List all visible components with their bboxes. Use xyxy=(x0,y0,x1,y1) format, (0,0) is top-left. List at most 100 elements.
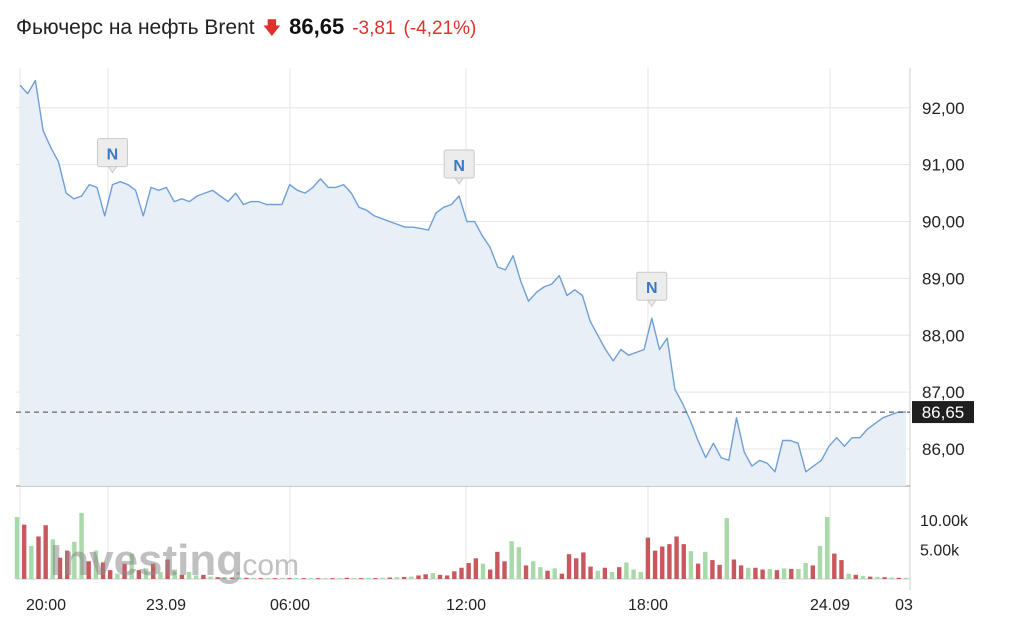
volume-bar xyxy=(480,563,486,579)
instrument-title: Фьючерс на нефть Brent xyxy=(16,16,255,39)
news-marker[interactable]: N xyxy=(443,149,475,185)
volume-bar xyxy=(530,561,536,579)
volume-bar xyxy=(287,578,292,580)
volume-bar xyxy=(409,576,414,579)
volume-bar xyxy=(373,578,378,580)
volume-bar xyxy=(172,569,177,579)
news-marker-pointer xyxy=(454,177,465,185)
volume-bar xyxy=(538,567,543,579)
volume-bar xyxy=(624,562,629,579)
volume-bar xyxy=(710,560,715,579)
volume-bar xyxy=(487,569,493,579)
current-price-label: 86,65 xyxy=(922,403,965,422)
news-marker[interactable]: N xyxy=(636,271,668,308)
volume-bar xyxy=(108,570,113,579)
volume-bar xyxy=(688,551,694,579)
volume-bar xyxy=(559,573,565,579)
volume-bar xyxy=(237,577,242,579)
volume-bar xyxy=(229,577,235,579)
volume-bar xyxy=(853,574,859,579)
volume-bar xyxy=(767,568,772,579)
y-tick-label: 89,00 xyxy=(922,269,965,288)
volume-bar xyxy=(129,553,134,579)
x-tick-label: 24.09 xyxy=(810,597,850,614)
news-marker-label: N xyxy=(107,147,119,164)
volume-bar xyxy=(495,551,500,579)
volume-bar xyxy=(36,536,41,579)
volume-bar xyxy=(731,559,737,579)
y-tick-label: 92,00 xyxy=(922,99,965,118)
price-change: -3,81 xyxy=(352,18,396,39)
price-change-percent: (-4,21%) xyxy=(403,18,477,39)
volume-bar xyxy=(72,541,77,579)
volume-bar xyxy=(652,550,658,579)
volume-bar xyxy=(43,525,48,579)
volume-bar xyxy=(717,564,722,579)
volume-bar xyxy=(258,578,263,580)
y-tick-label: 86,00 xyxy=(922,440,965,459)
volume-bar xyxy=(617,567,622,579)
price-area xyxy=(20,80,906,486)
volume-bar xyxy=(889,577,894,579)
volume-bar xyxy=(796,568,801,579)
x-tick-label: 23.09 xyxy=(146,597,186,614)
volume-bar xyxy=(746,567,751,579)
volume-tick-label: 10.00k xyxy=(920,513,969,530)
volume-bar xyxy=(660,546,665,579)
volume-bar xyxy=(896,577,902,579)
volume-bar xyxy=(509,541,514,579)
y-tick-label: 88,00 xyxy=(922,326,965,345)
volume-tick-label: 5.00k xyxy=(920,542,960,559)
volume-bar xyxy=(79,512,84,579)
volume-bar xyxy=(244,577,249,579)
volume-bar xyxy=(86,561,91,579)
volume-bar xyxy=(201,574,206,579)
volume-bar xyxy=(803,563,808,579)
volume-bar xyxy=(774,570,780,579)
volume-bar xyxy=(602,567,608,579)
volume-bar xyxy=(29,545,34,579)
volume-bar xyxy=(14,516,20,579)
volume-bar xyxy=(301,578,306,580)
volume-bar xyxy=(903,577,909,579)
volume-bar xyxy=(631,569,636,579)
volume-bar xyxy=(760,569,765,579)
volume-bar xyxy=(222,577,228,579)
volume-bar xyxy=(609,571,615,579)
volume-bar xyxy=(846,573,851,579)
volume-bar xyxy=(215,577,220,579)
volume-bar xyxy=(251,577,256,579)
x-tick-label: 12:00 xyxy=(446,597,486,614)
volume-bar xyxy=(358,578,364,580)
volume-bar xyxy=(344,577,349,579)
watermark-suffix: .com xyxy=(234,549,299,582)
volume-bar xyxy=(581,552,586,579)
quote-header: Фьючерс на нефть Brent 🡇 86,65 -3,81 (-4… xyxy=(16,14,476,44)
volume-bar xyxy=(208,576,213,579)
volume-bar xyxy=(459,567,464,579)
volume-bar xyxy=(781,568,787,579)
volume-bar xyxy=(401,576,407,579)
volume-bar xyxy=(695,563,701,579)
volume-bar xyxy=(595,570,600,579)
volume-bar xyxy=(502,561,507,579)
news-marker[interactable]: N xyxy=(96,138,128,174)
volume-bar xyxy=(724,518,729,579)
volume-bar xyxy=(566,554,572,579)
volume-bar xyxy=(186,571,192,579)
volume-bar xyxy=(882,577,887,579)
volume-bar xyxy=(667,544,672,579)
volume-bar xyxy=(136,570,142,579)
volume-bar xyxy=(387,577,393,579)
volume-bar xyxy=(832,553,837,579)
volume-bar xyxy=(323,578,328,580)
volume-bar xyxy=(523,565,529,579)
current-price-badge xyxy=(912,401,974,424)
volume-bar xyxy=(158,571,163,579)
volume-bar xyxy=(151,563,156,579)
x-tick-label: 18:00 xyxy=(628,597,668,614)
volume-bar xyxy=(444,575,450,579)
volume-bar xyxy=(308,578,314,580)
news-marker-pointer xyxy=(646,299,657,308)
